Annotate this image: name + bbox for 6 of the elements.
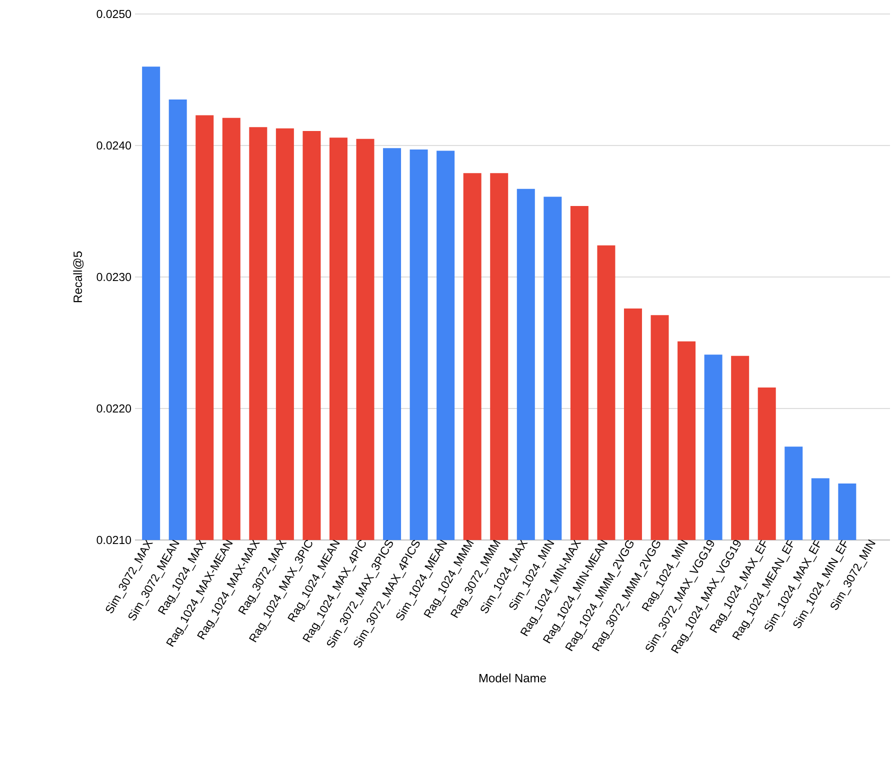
y-tick-label: 0.0240 [96, 141, 132, 150]
x-axis-title: Model Name [479, 674, 546, 682]
y-tick-label: 0.0230 [96, 272, 132, 282]
y-tick-label: 0.0220 [96, 404, 132, 413]
y-axis-title: Recall@5 [73, 251, 84, 302]
y-tick-label: 0.0250 [96, 10, 132, 18]
